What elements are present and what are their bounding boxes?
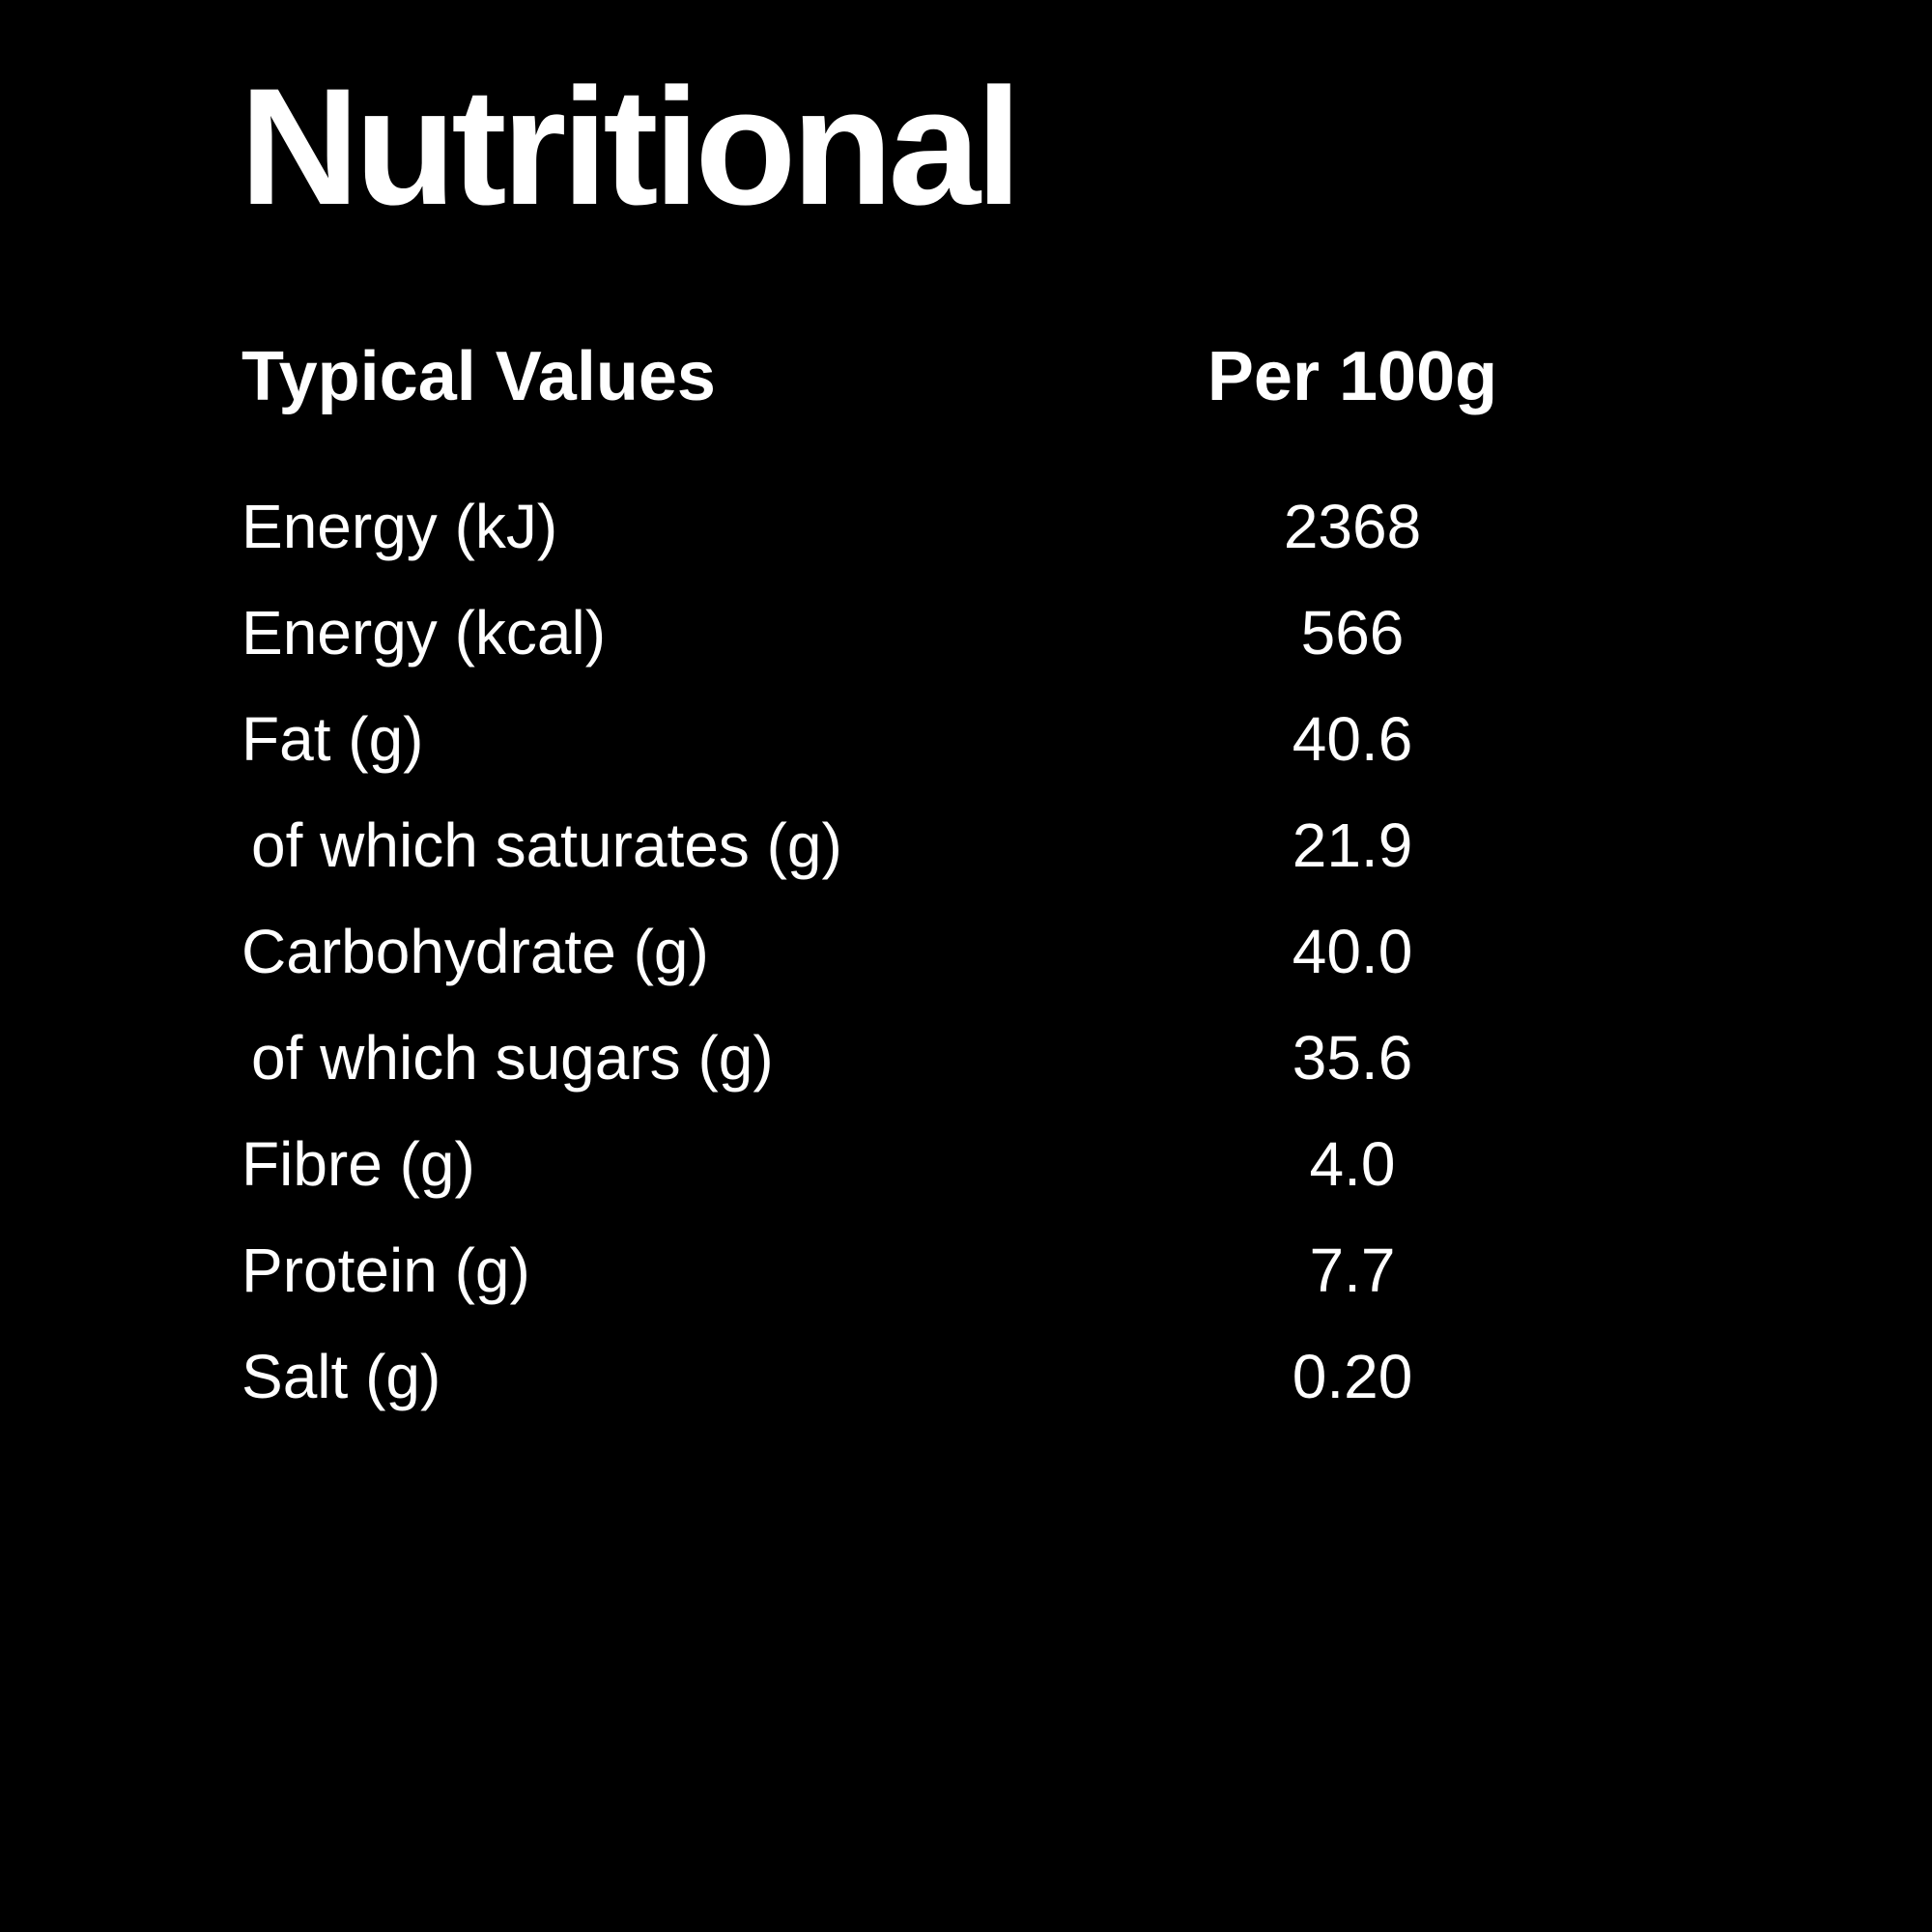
table-row: Salt (g) 0.20 xyxy=(242,1323,1613,1430)
row-value: 0.20 xyxy=(1292,1342,1413,1411)
row-value: 4.0 xyxy=(1309,1129,1396,1199)
nutrition-table-body: Energy (kJ) 2368 Energy (kcal) 566 Fat (… xyxy=(242,473,1613,1430)
row-value: 566 xyxy=(1300,598,1405,668)
row-label: Energy (kJ) xyxy=(242,492,558,561)
table-row: of which sugars (g) 35.6 xyxy=(242,1005,1613,1111)
page-title: Nutritional xyxy=(240,54,1022,240)
table-row: Protein (g) 7.7 xyxy=(242,1217,1613,1323)
table-row: Energy (kcal) 566 xyxy=(242,580,1613,686)
row-label: of which saturates (g) xyxy=(251,810,842,880)
row-label: Fibre (g) xyxy=(242,1129,475,1199)
row-value: 35.6 xyxy=(1292,1023,1413,1093)
row-value: 40.0 xyxy=(1292,917,1413,986)
table-row: Carbohydrate (g) 40.0 xyxy=(242,898,1613,1005)
table-row: Energy (kJ) 2368 xyxy=(242,473,1613,580)
row-value: 7.7 xyxy=(1309,1236,1396,1305)
row-value: 40.6 xyxy=(1292,704,1413,774)
typical-values-header: Typical Values xyxy=(242,338,716,415)
row-value: 21.9 xyxy=(1292,810,1413,880)
table-row: of which saturates (g) 21.9 xyxy=(242,792,1613,898)
table-row: Fat (g) 40.6 xyxy=(242,686,1613,792)
row-value: 2368 xyxy=(1283,492,1422,561)
row-label: Energy (kcal) xyxy=(242,598,606,668)
table-header-row: Typical Values Per 100g xyxy=(242,319,1613,435)
nutrition-table: Typical Values Per 100g Energy (kJ) 2368… xyxy=(242,319,1613,1430)
row-label: Salt (g) xyxy=(242,1342,441,1411)
table-row: Fibre (g) 4.0 xyxy=(242,1111,1613,1217)
row-label: Carbohydrate (g) xyxy=(242,917,709,986)
row-label: Fat (g) xyxy=(242,704,424,774)
per-100g-header: Per 100g xyxy=(1207,338,1498,415)
row-label: of which sugars (g) xyxy=(251,1023,774,1093)
row-label: Protein (g) xyxy=(242,1236,530,1305)
